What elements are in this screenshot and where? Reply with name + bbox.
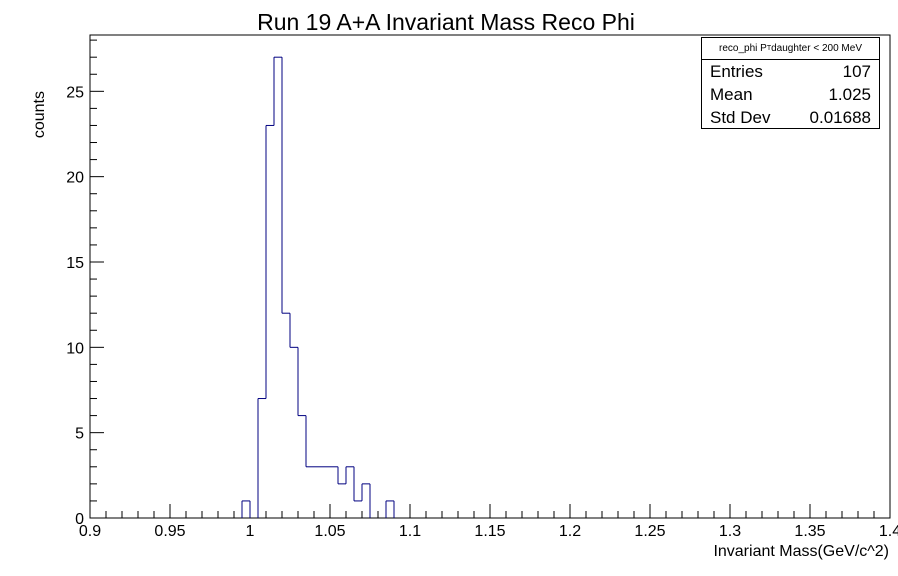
stats-name-suffix: daughter < 200 MeV bbox=[771, 43, 862, 54]
x-tick-label: 1.05 bbox=[314, 523, 345, 540]
y-tick-label: 25 bbox=[66, 84, 84, 101]
x-axis-ticks: 0.9 0.95 1 1.05 1.1 1.15 1.2 1.25 1.3 1.35 1.4 bbox=[79, 504, 898, 540]
stats-name-subscript: T bbox=[766, 45, 772, 52]
stats-label: Mean bbox=[710, 84, 753, 104]
x-tick-label: 1.1 bbox=[399, 523, 421, 540]
x-tick-label: 1.2 bbox=[559, 523, 581, 540]
histogram-bins bbox=[241, 56, 395, 518]
stats-row-stddev: Std Dev 0.01688 bbox=[702, 106, 879, 129]
y-tick-label: 5 bbox=[75, 426, 84, 443]
stats-value: 107 bbox=[842, 61, 871, 81]
y-tick-label: 10 bbox=[66, 340, 84, 357]
y-tick-label: 15 bbox=[66, 255, 84, 272]
stats-value: 0.01688 bbox=[809, 107, 871, 127]
x-tick-label: 1.15 bbox=[474, 523, 505, 540]
x-tick-label: 1.4 bbox=[879, 523, 898, 540]
x-tick-label: 0.9 bbox=[79, 523, 101, 540]
stats-label: Entries bbox=[710, 61, 763, 81]
x-tick-label: 0.95 bbox=[154, 523, 185, 540]
y-tick-label: 20 bbox=[66, 170, 84, 187]
y-tick-label: 0 bbox=[75, 511, 84, 528]
stats-row-entries: Entries 107 bbox=[702, 60, 879, 83]
stats-name: reco_phi P bbox=[719, 43, 767, 54]
x-tick-label: 1.25 bbox=[634, 523, 665, 540]
y-axis-ticks: 0 5 10 15 20 25 bbox=[66, 39, 104, 528]
chart-title: Run 19 A+A Invariant Mass Reco Phi bbox=[257, 9, 635, 35]
x-tick-label: 1.35 bbox=[794, 523, 825, 540]
stats-row-mean: Mean 1.025 bbox=[702, 83, 879, 106]
stats-label: Std Dev bbox=[710, 107, 771, 127]
x-tick-label: 1 bbox=[246, 523, 255, 540]
y-axis-label: counts bbox=[31, 91, 48, 138]
x-tick-label: 1.3 bbox=[719, 523, 741, 540]
x-axis-label: Invariant Mass(GeV/c^2) bbox=[713, 543, 889, 560]
stats-value: 1.025 bbox=[828, 84, 871, 104]
